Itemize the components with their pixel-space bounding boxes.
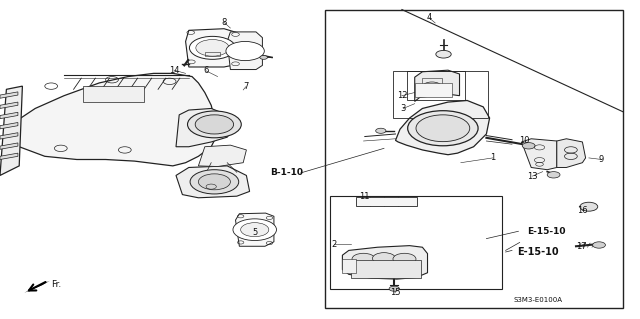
Polygon shape [176,166,250,198]
Text: 7: 7 [243,82,248,91]
Text: S3M3-E0100A: S3M3-E0100A [513,298,562,303]
Bar [407,71,465,100]
Polygon shape [0,92,18,98]
Polygon shape [557,139,586,167]
Text: 14: 14 [169,66,179,75]
Circle shape [436,50,451,58]
Bar [205,52,220,56]
Text: 8: 8 [221,18,227,27]
Text: 13: 13 [527,172,538,181]
Circle shape [233,219,276,241]
Polygon shape [0,143,18,149]
Bar [330,196,502,289]
Polygon shape [227,32,262,70]
Polygon shape [522,139,557,170]
Bar [83,86,144,102]
Bar [422,78,442,85]
Polygon shape [16,73,218,166]
Bar [325,10,623,308]
Bar [356,197,417,206]
Circle shape [195,115,234,134]
Text: 10: 10 [520,137,530,145]
Text: 17: 17 [576,242,586,251]
Circle shape [593,242,605,248]
Polygon shape [198,145,246,167]
Polygon shape [415,70,460,101]
Text: 12: 12 [397,91,407,100]
Text: 15: 15 [390,288,400,297]
Circle shape [226,41,264,61]
Polygon shape [0,133,18,139]
Bar [342,259,356,273]
Text: E-15-10: E-15-10 [516,247,559,257]
Circle shape [389,286,399,291]
Circle shape [547,172,560,178]
Circle shape [198,174,230,190]
Polygon shape [0,112,18,119]
Text: 11: 11 [360,192,370,201]
Text: 2: 2 [332,240,337,249]
Text: 1: 1 [490,153,495,162]
Polygon shape [342,246,428,279]
Text: 3: 3 [401,104,406,113]
Circle shape [408,111,478,146]
Polygon shape [396,100,490,155]
Circle shape [580,202,598,211]
Text: 6: 6 [204,66,209,75]
Bar [393,71,488,118]
Circle shape [190,170,239,194]
Circle shape [189,36,236,59]
Circle shape [196,40,229,56]
Polygon shape [0,153,18,160]
Circle shape [352,253,375,265]
Polygon shape [186,29,240,67]
Polygon shape [24,281,50,293]
Circle shape [260,56,268,59]
Bar [351,260,421,278]
Circle shape [393,253,416,265]
Circle shape [522,143,535,149]
Bar [415,83,452,97]
Text: 9: 9 [599,155,604,164]
Text: 4: 4 [426,13,431,22]
Circle shape [372,253,396,264]
Circle shape [416,115,470,142]
Polygon shape [0,102,18,108]
Text: E-15-10: E-15-10 [527,227,565,236]
Circle shape [188,111,241,138]
Polygon shape [176,108,234,147]
Text: Fr.: Fr. [51,280,61,289]
Text: 16: 16 [577,206,588,215]
Text: B-1-10: B-1-10 [270,168,303,177]
Polygon shape [236,213,274,246]
Text: 5: 5 [252,228,257,237]
Circle shape [376,128,386,133]
Polygon shape [0,86,22,175]
Polygon shape [0,122,18,129]
Circle shape [241,223,269,237]
